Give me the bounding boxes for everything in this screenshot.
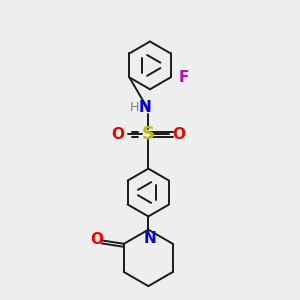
Text: N: N (139, 100, 152, 116)
Text: H: H (130, 101, 139, 114)
Text: O: O (173, 127, 186, 142)
Text: O: O (111, 127, 124, 142)
Text: F: F (179, 70, 189, 85)
Text: O: O (90, 232, 103, 247)
Text: N: N (144, 231, 156, 246)
Text: S: S (142, 125, 155, 143)
